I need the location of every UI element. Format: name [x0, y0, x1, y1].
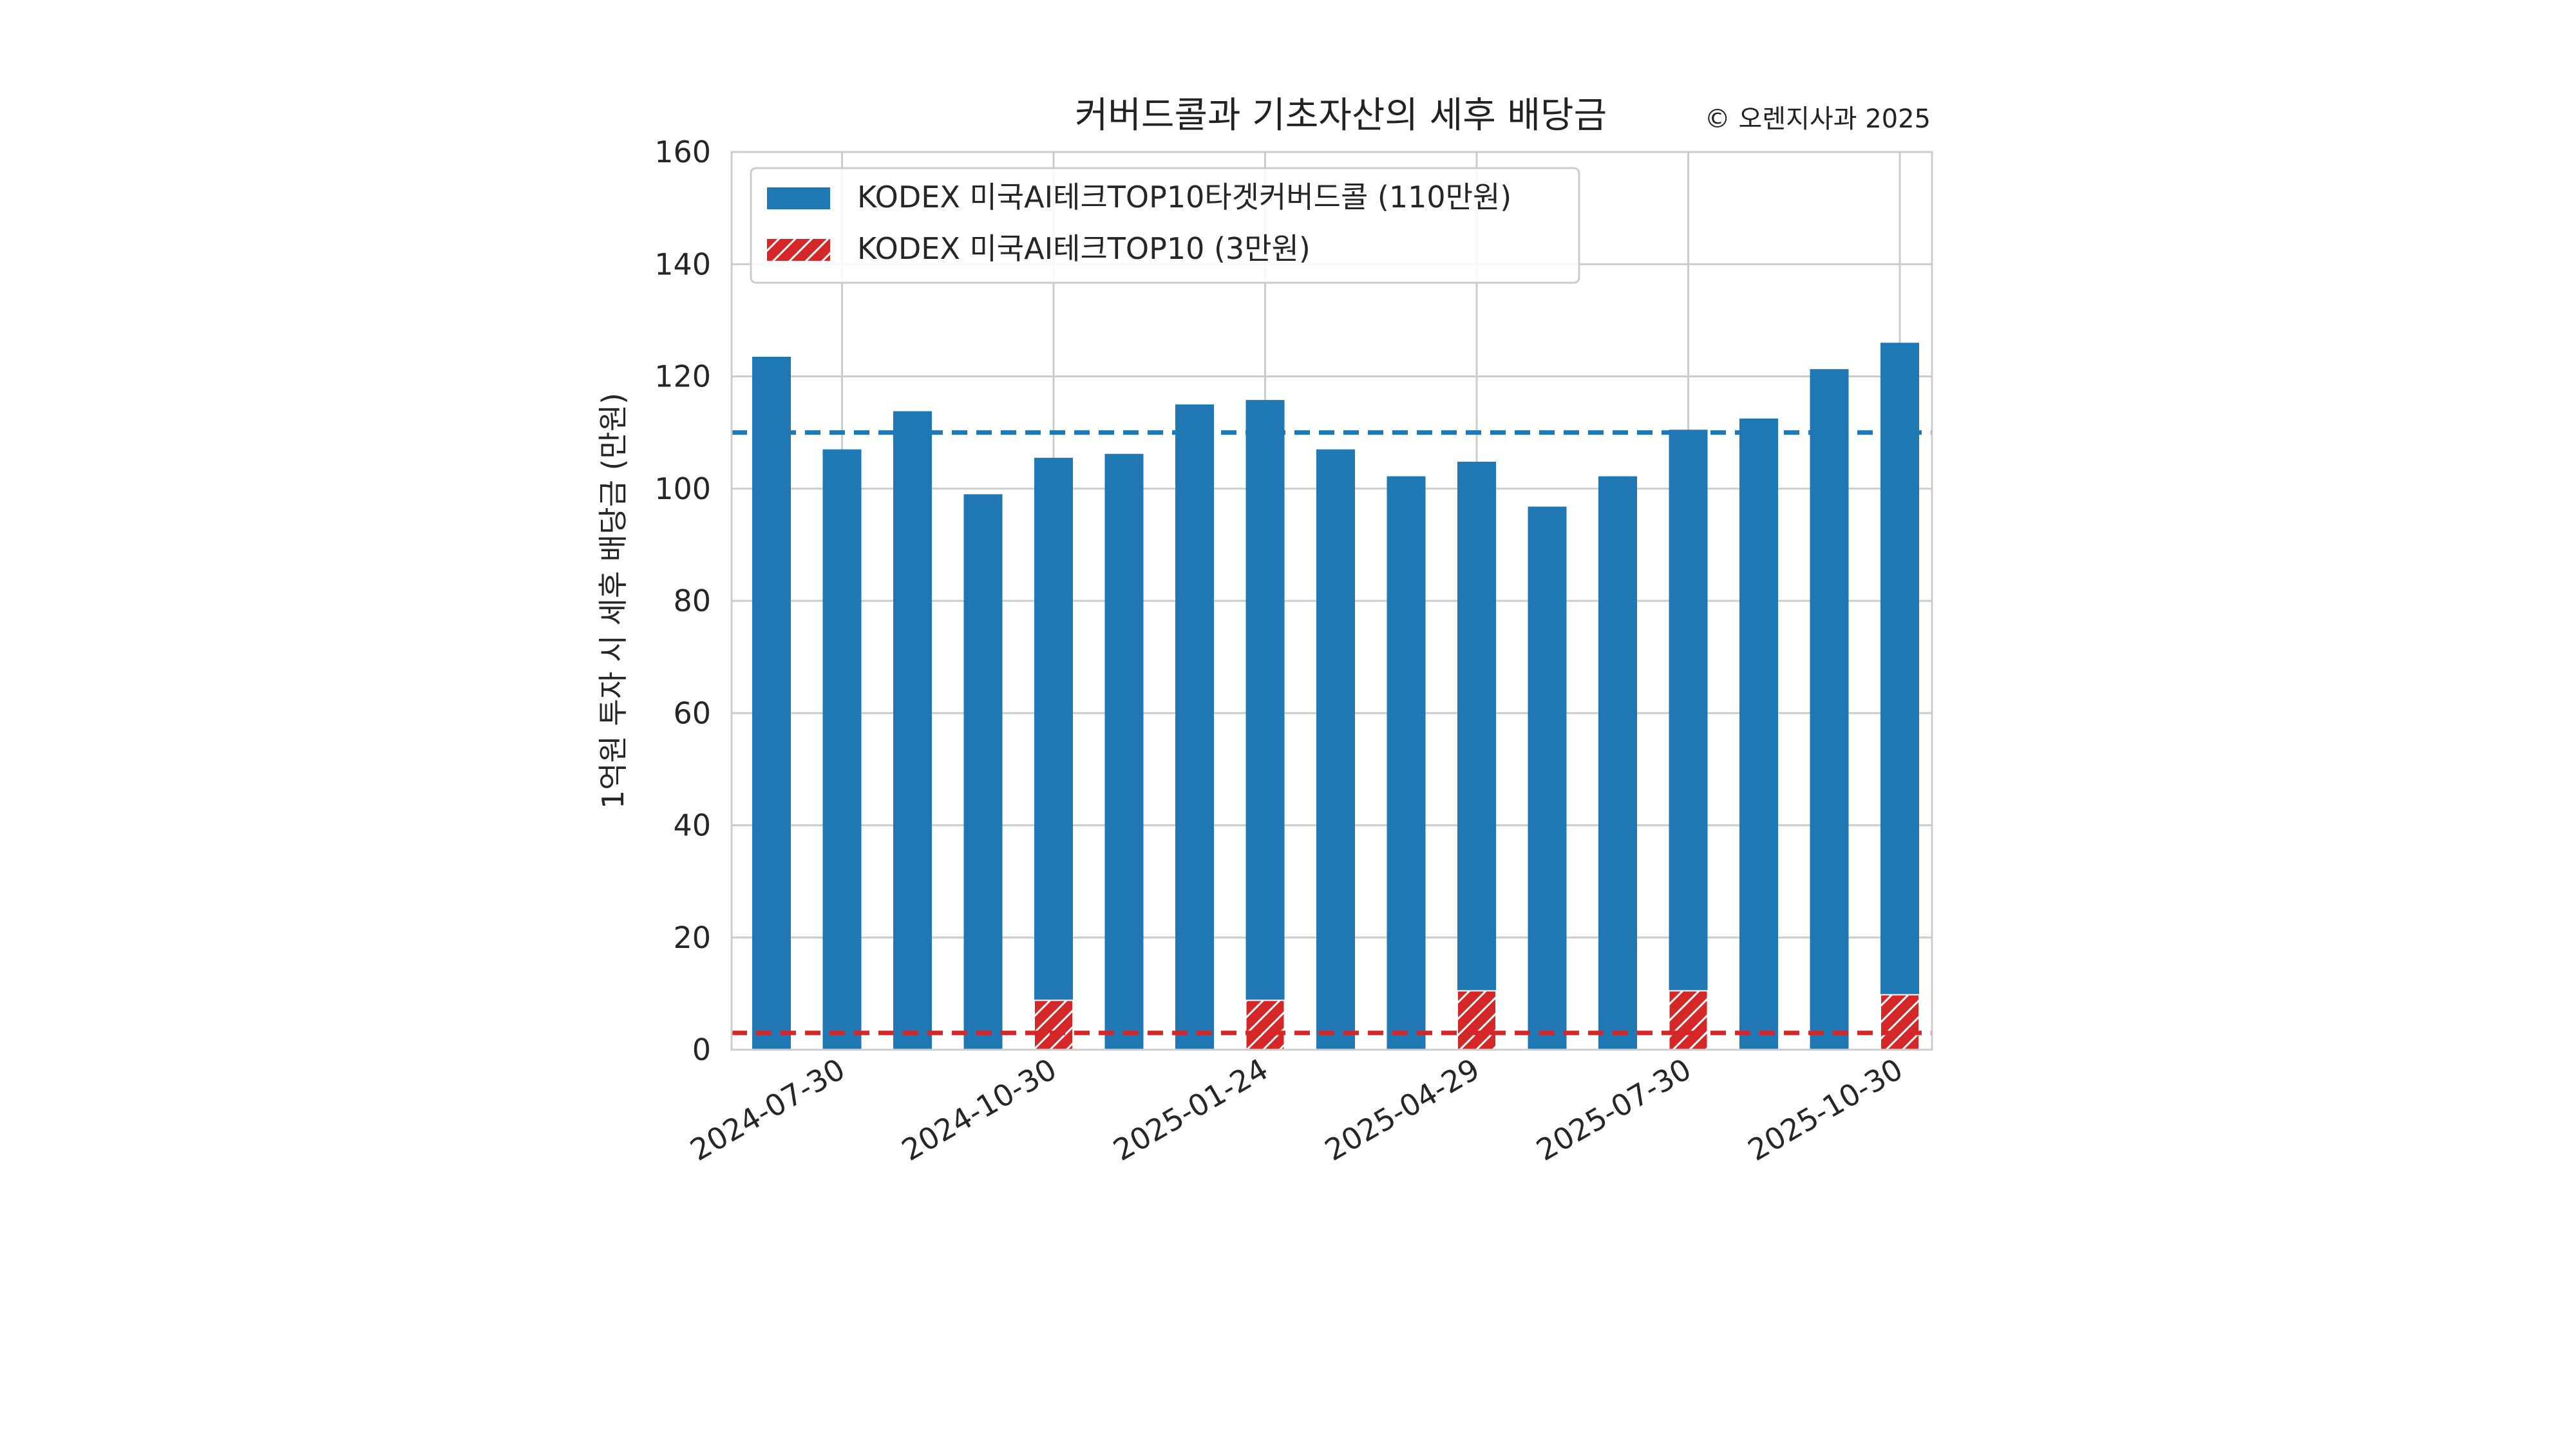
y-tick-label: 60 — [673, 696, 711, 730]
x-tick-label: 2025-10-30 — [1742, 1052, 1909, 1168]
x-tick-label: 2025-07-30 — [1530, 1052, 1697, 1168]
reference-lines — [732, 430, 1932, 1036]
bar-covered-call — [1245, 400, 1285, 1050]
x-tick-label: 2024-07-30 — [684, 1052, 851, 1168]
bar-underlying — [1457, 990, 1497, 1051]
bar-underlying — [1034, 999, 1074, 1050]
bar-covered-call — [1669, 430, 1708, 1050]
legend-label-covered-call: KODEX 미국AI테크TOP10타겟커버드콜 (110만원) — [857, 180, 1511, 214]
y-tick-label: 40 — [673, 808, 711, 843]
bar-covered-call — [1880, 343, 1919, 1050]
bar-covered-call — [1175, 404, 1214, 1050]
chart-title: 커버드콜과 기초자산의 세후 배당금 — [1075, 95, 1607, 137]
bar-covered-call — [963, 494, 1003, 1050]
bar-covered-call — [1739, 418, 1778, 1050]
y-tick-label: 0 — [692, 1032, 711, 1067]
bar-covered-call — [1598, 476, 1637, 1050]
y-tick-label: 80 — [673, 583, 711, 618]
y-tick-label: 120 — [654, 359, 711, 394]
legend-swatch-underlying — [767, 239, 830, 261]
legend: KODEX 미국AI테크TOP10타겟커버드콜 (110만원) KODEX 미국… — [750, 167, 1580, 284]
bar-underlying — [1880, 994, 1920, 1051]
legend-label-underlying: KODEX 미국AI테크TOP10 (3만원) — [857, 231, 1311, 266]
bar-covered-call — [1387, 476, 1426, 1050]
bar-covered-call — [1528, 506, 1567, 1050]
bar-underlying — [1668, 990, 1709, 1051]
bar-covered-call — [1810, 369, 1849, 1050]
bar-covered-call — [893, 411, 932, 1050]
copyright-text: © 오렌지사과 2025 — [1705, 104, 1931, 134]
x-tick-label: 2025-04-29 — [1319, 1052, 1486, 1168]
y-tick-labels: 0 20 40 60 80 100 120 140 160 — [654, 135, 711, 1067]
bar-covered-call — [1316, 449, 1355, 1050]
y-tick-label: 140 — [654, 247, 711, 281]
y-axis-label: 1억원 투자 시 세후 배당금 (만원) — [596, 393, 630, 809]
bar-covered-call — [752, 357, 791, 1050]
plot-frame — [730, 151, 1933, 1051]
bar-underlying — [1245, 999, 1285, 1050]
y-tick-label: 20 — [673, 920, 711, 955]
x-tick-labels: 2024-07-30 2024-10-30 2025-01-24 2025-04-29… — [684, 1052, 1908, 1168]
bar-layer — [752, 343, 1920, 1051]
y-tick-label: 100 — [654, 471, 711, 506]
x-tick-label: 2024-10-30 — [896, 1052, 1063, 1168]
y-tick-label: 160 — [654, 135, 711, 169]
legend-box — [750, 167, 1580, 284]
x-tick-label: 2025-01-24 — [1107, 1052, 1274, 1168]
bar-covered-call — [822, 449, 862, 1050]
bar-covered-call — [1457, 461, 1496, 1050]
legend-swatch-covered-call — [767, 187, 830, 209]
bar-covered-call — [1034, 457, 1073, 1050]
bar-covered-call — [1104, 453, 1144, 1050]
